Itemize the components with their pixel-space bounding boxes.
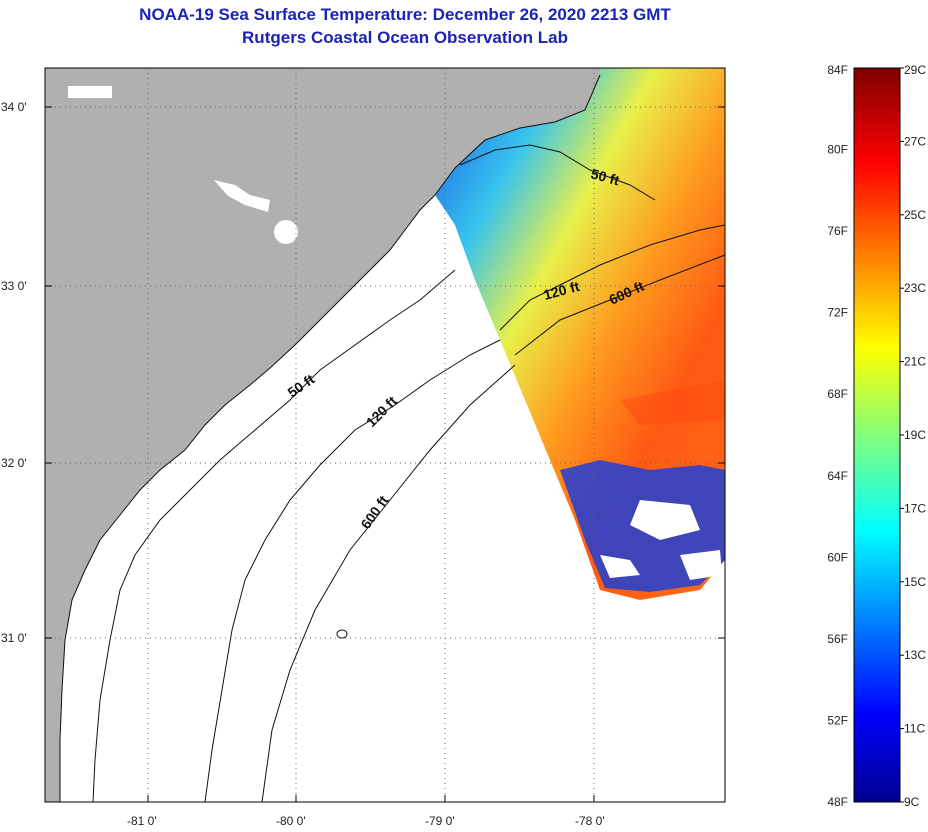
colorbar-label-c: 15C: [904, 575, 926, 589]
lon-label: -81 0': [127, 814, 157, 828]
colorbar-label-c: 29C: [904, 63, 926, 77]
lat-ticks: [45, 106, 725, 639]
colorbar-label-c: 19C: [904, 428, 926, 442]
plot-frame: [44, 67, 726, 803]
colorbar-label-c: 27C: [904, 134, 926, 148]
contour-600ft: [261, 254, 725, 802]
colorbar-label-f: 84F: [827, 63, 848, 77]
lon-label: -78 0': [575, 814, 605, 828]
colorbar-label-c: 25C: [904, 208, 926, 222]
sst-warm-band: [620, 380, 725, 425]
sst-cloud-gaps: [600, 500, 722, 580]
colorbar-label-f: 60F: [827, 550, 848, 564]
lon-ticks: [147, 795, 595, 802]
lat-label: 34 0': [1, 100, 27, 114]
colorbar-label-c: 21C: [904, 355, 926, 369]
seamount-contour: [336, 629, 348, 639]
contour-50ft: [92, 144, 656, 802]
colorbar-ramp: [853, 67, 901, 803]
lake: [214, 180, 270, 212]
colorbar-label-f: 72F: [827, 306, 848, 320]
colorbar-label-c: 13C: [904, 648, 926, 662]
colorbar-label-f: 76F: [827, 224, 848, 238]
lat-label: 32 0': [1, 456, 27, 470]
colorbar-label-f: 80F: [827, 143, 848, 157]
lon-label: -80 0': [276, 814, 306, 828]
colorbar-label-f: 68F: [827, 387, 848, 401]
map-title: NOAA-19 Sea Surface Temperature: Decembe…: [139, 5, 671, 24]
contour-label: 50 ft: [589, 165, 621, 188]
colorbar-label-c: 11C: [904, 722, 925, 736]
graticule: [45, 68, 725, 802]
lat-label: 31 0': [1, 631, 27, 645]
colorbar-label-f: 56F: [827, 632, 848, 646]
lat-label: 33 0': [1, 279, 27, 293]
lon-label: -79 0': [425, 814, 455, 828]
lake: [68, 86, 112, 98]
colorbar-label-c: 9C: [904, 795, 920, 809]
land-mass: [45, 68, 600, 802]
colorbar-label-c: 23C: [904, 281, 926, 295]
colorbar-label-f: 64F: [827, 469, 848, 483]
colorbar-label-c: 17C: [904, 501, 926, 515]
lake: [274, 220, 298, 244]
contour-120ft: [204, 224, 725, 802]
map-subtitle: Rutgers Coastal Ocean Observation Lab: [242, 28, 568, 47]
sst-swath: [435, 68, 725, 600]
colorbar-label-f: 48F: [827, 795, 848, 809]
coastline: [59, 74, 601, 802]
colorbar-label-f: 52F: [827, 713, 848, 727]
